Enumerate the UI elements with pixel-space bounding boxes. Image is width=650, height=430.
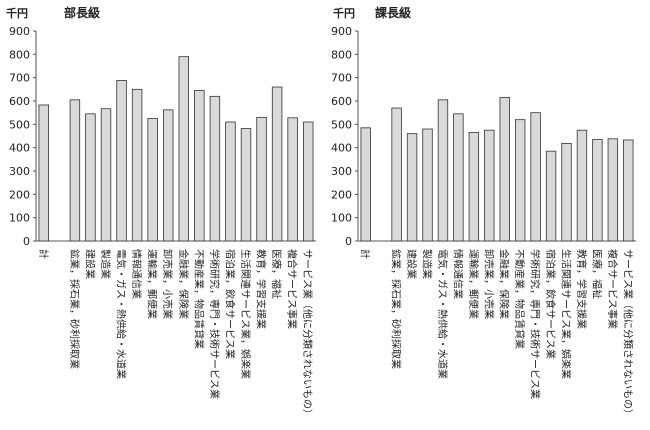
x-tick-label: 教育，学習支援業 bbox=[255, 249, 268, 329]
x-tick-label: 計 bbox=[359, 249, 372, 259]
y-tick-label: 700 bbox=[331, 72, 352, 85]
x-tick-label: 医療，福祉 bbox=[590, 249, 603, 299]
x-tick-label: 宿泊業，飲食サービス業 bbox=[223, 249, 236, 359]
x-tick-label: 生活関連サービス業，娯楽業 bbox=[560, 249, 573, 379]
chart-title: 部長級 bbox=[64, 5, 100, 20]
x-tick-label: サービス業（他に分類されないもの） bbox=[621, 249, 634, 419]
bar bbox=[209, 95, 221, 242]
bar bbox=[240, 128, 252, 242]
bar bbox=[100, 108, 112, 242]
y-tick-label: 800 bbox=[331, 48, 352, 61]
x-tick-label: 教育，学習支援業 bbox=[575, 249, 588, 329]
chart-title: 課長級 bbox=[375, 5, 411, 20]
y-tick-label: 400 bbox=[9, 142, 30, 155]
bar bbox=[271, 86, 283, 242]
y-tick-label: 100 bbox=[9, 212, 30, 225]
x-tick-label: 運輸業，郵便業 bbox=[467, 249, 480, 319]
bar bbox=[178, 56, 190, 242]
x-tick-label: 不動産業，物品賃貸業 bbox=[513, 249, 526, 349]
x-tick-label: 金融業，保険業 bbox=[177, 249, 190, 319]
bar bbox=[69, 99, 81, 242]
y-tick-label: 200 bbox=[331, 188, 352, 201]
x-tick-label: 情報通信業 bbox=[451, 249, 464, 299]
bar bbox=[514, 119, 526, 242]
x-tick-label: 電気・ガス・熱供給・水道業 bbox=[115, 249, 128, 379]
bar bbox=[391, 107, 402, 242]
chart-2: 千円 課長級 0 100 200 300 400 500 600 700 800 900 計 鉱業，採石業… bbox=[331, 5, 636, 419]
y-tick-label: 100 bbox=[331, 212, 352, 225]
chart-1: 千円 部長級 0 100 200 300 400 500 600 700 800 900 計 鉱業，採石業… bbox=[6, 5, 316, 419]
x-tick-label: 運輸業，郵便業 bbox=[146, 249, 159, 319]
bar bbox=[561, 143, 572, 242]
x-tick-label: 電気・ガス・熱供給・水道業 bbox=[436, 249, 449, 379]
x-tick-label: 複合サービス事業 bbox=[286, 249, 299, 329]
y-tick-label: 500 bbox=[9, 118, 30, 131]
x-tick-label: 鉱業，採石業，砂利採取業 bbox=[68, 249, 81, 369]
bar bbox=[287, 117, 298, 242]
y-tick-label: 0 bbox=[345, 235, 352, 248]
bar bbox=[225, 121, 236, 242]
x-tick-label: 複合サービス事業 bbox=[606, 249, 619, 329]
x-tick-label: 卸売業，小売業 bbox=[482, 249, 495, 319]
x-tick-label: 製造業 bbox=[99, 249, 112, 279]
y-tick-label: 600 bbox=[9, 95, 30, 108]
y-tick-label: 300 bbox=[331, 165, 352, 178]
y-tick-label: 900 bbox=[9, 25, 30, 38]
bar bbox=[116, 80, 127, 242]
bar bbox=[545, 150, 557, 242]
bar bbox=[607, 138, 619, 242]
x-tick-label: 建設業 bbox=[83, 249, 96, 279]
bar bbox=[499, 97, 510, 242]
bar bbox=[484, 129, 495, 242]
bar bbox=[194, 90, 205, 242]
bar bbox=[360, 127, 371, 242]
bar bbox=[162, 109, 174, 242]
bar bbox=[592, 139, 603, 242]
y-unit-label: 千円 bbox=[333, 6, 355, 20]
y-tick-label: 200 bbox=[9, 188, 30, 201]
x-tick-label: 建設業 bbox=[405, 249, 418, 279]
x-tick-label: 生活関連サービス業，娯楽業 bbox=[239, 249, 252, 379]
x-tick-label: 鉱業，採石業，砂利採取業 bbox=[390, 249, 403, 369]
y-tick-label: 900 bbox=[331, 25, 352, 38]
bar bbox=[131, 88, 143, 242]
x-tick-label: 金融業，保険業 bbox=[498, 249, 511, 319]
bar bbox=[406, 133, 418, 242]
x-tick-label: 情報通信業 bbox=[130, 249, 143, 299]
x-tick-label: 宿泊業，飲食サービス業 bbox=[544, 249, 557, 359]
x-tick-label: 卸売業，小売業 bbox=[161, 249, 174, 319]
y-tick-label: 0 bbox=[23, 235, 30, 248]
bar bbox=[256, 116, 267, 242]
bar bbox=[576, 129, 588, 242]
bar bbox=[85, 113, 96, 242]
y-tick-label: 300 bbox=[9, 165, 30, 178]
bar bbox=[530, 112, 541, 242]
y-tick-label: 700 bbox=[9, 72, 30, 85]
y-tick-label: 400 bbox=[331, 142, 352, 155]
bar bbox=[453, 113, 464, 242]
x-tick-label: 不動産業，物品賃貸業 bbox=[192, 249, 205, 349]
y-unit-label: 千円 bbox=[6, 6, 28, 20]
x-tick-label: 学術研究，専門・技術サービス業 bbox=[529, 249, 542, 399]
bar bbox=[38, 104, 49, 242]
bar bbox=[147, 118, 158, 242]
x-tick-label: サービス業（他に分類されないもの） bbox=[301, 249, 314, 419]
y-tick-label: 500 bbox=[331, 118, 352, 131]
x-tick-label: 製造業 bbox=[421, 249, 434, 279]
x-tick-label: 医療，福祉 bbox=[270, 249, 283, 299]
y-tick-label: 600 bbox=[331, 95, 352, 108]
bar bbox=[422, 128, 433, 242]
bar bbox=[468, 132, 480, 242]
bar bbox=[302, 121, 314, 242]
x-tick-label: 計 bbox=[37, 249, 50, 259]
bar bbox=[437, 99, 449, 242]
x-tick-label: 学術研究，専門・技術サービス業 bbox=[208, 249, 221, 399]
bar bbox=[623, 139, 634, 242]
y-tick-label: 800 bbox=[9, 48, 30, 61]
